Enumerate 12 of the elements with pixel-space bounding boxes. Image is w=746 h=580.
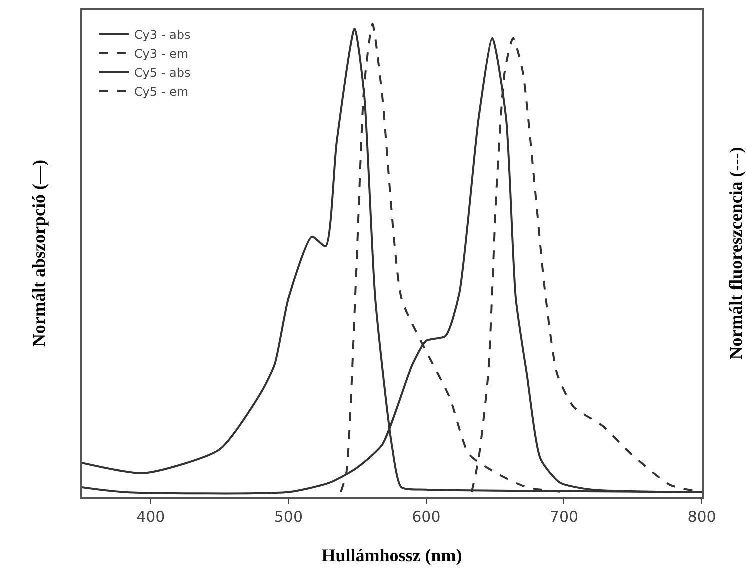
x-tick-label: 400	[136, 508, 166, 526]
legend-label: Cy5 - abs	[134, 66, 191, 80]
legend-label: Cy5 - em	[134, 84, 189, 99]
x-tick-label: 600	[412, 508, 441, 526]
x-tick-label: 700	[550, 508, 579, 526]
legend-label: Cy3 - em	[134, 46, 189, 61]
y2-axis-title: Normált fluoreszcencia (---)	[726, 147, 746, 360]
x-tick-label: 800	[688, 508, 716, 526]
x-tick-label: 500	[274, 508, 303, 526]
y-axis-title: Normált abszorpció (—)	[28, 160, 49, 347]
legend-label: Cy3 - abs	[134, 28, 191, 42]
x-axis-title: Hullámhossz (nm)	[322, 546, 462, 566]
